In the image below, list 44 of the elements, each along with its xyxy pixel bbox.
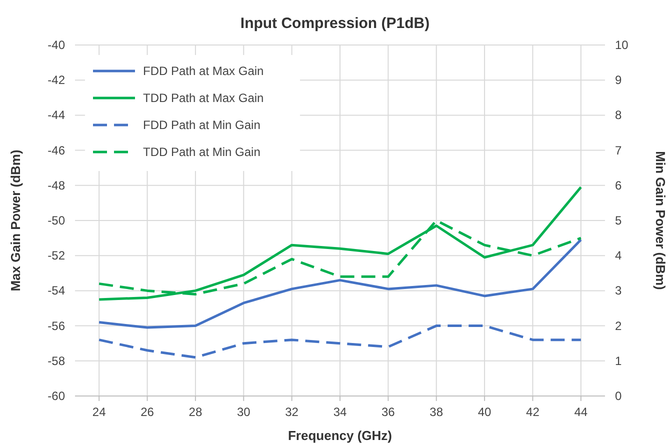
legend-label: TDD Path at Max Gain xyxy=(143,91,264,105)
chart-title: Input Compression (P1dB) xyxy=(240,15,430,32)
x-tick-label: 34 xyxy=(333,405,347,419)
x-tick-label: 26 xyxy=(140,405,154,419)
y2-tick-label: 1 xyxy=(615,354,622,368)
y-tick-label: -50 xyxy=(48,214,66,228)
y-tick-label: -42 xyxy=(48,73,66,88)
y2-axis-title: Min Gain Power (dBm) xyxy=(653,151,668,290)
x-tick-label: 42 xyxy=(526,405,540,419)
legend-label: TDD Path at Min Gain xyxy=(143,145,260,159)
y-tick-label: -56 xyxy=(48,318,66,333)
x-tick-label: 36 xyxy=(382,405,396,419)
y2-tick-label: 8 xyxy=(615,108,622,122)
y2-tick-label: 7 xyxy=(615,143,622,158)
y-tick-label: -40 xyxy=(48,38,66,52)
line-series xyxy=(98,186,582,301)
y2-tick-label: 5 xyxy=(615,214,622,228)
y2-tick-label: 0 xyxy=(615,389,622,403)
y-tick-label: -58 xyxy=(48,354,66,368)
legend-label: FDD Path at Max Gain xyxy=(143,64,264,78)
line-series xyxy=(98,238,582,329)
y2-tick-label: 6 xyxy=(615,178,622,192)
y-axis-title: Max Gain Power (dBm) xyxy=(8,150,23,292)
x-tick-label: 28 xyxy=(188,405,202,419)
x-tick-label: 32 xyxy=(285,405,299,419)
y-tick-label: -54 xyxy=(48,284,66,298)
y-tick-label: -46 xyxy=(48,143,66,158)
y2-tick-label: 4 xyxy=(615,248,622,263)
y2-tick-label: 10 xyxy=(615,38,629,52)
x-tick-label: 38 xyxy=(430,405,444,419)
y-tick-label: -48 xyxy=(48,178,66,192)
x-axis-title: Frequency (GHz) xyxy=(288,428,392,443)
x-tick-label: 24 xyxy=(92,405,106,419)
y-tick-label: -52 xyxy=(48,248,66,263)
y-tick-label: -60 xyxy=(48,389,66,403)
y2-tick-label: 2 xyxy=(615,318,622,333)
x-tick-label: 30 xyxy=(236,405,251,419)
y-tick-label: -44 xyxy=(48,108,66,122)
line-series xyxy=(98,324,582,359)
y2-tick-label: 3 xyxy=(615,284,622,298)
y2-tick-label: 9 xyxy=(615,73,622,88)
x-tick-label: 44 xyxy=(574,405,588,419)
x-tick-label: 40 xyxy=(478,405,492,419)
legend-label: FDD Path at Min Gain xyxy=(143,118,260,132)
